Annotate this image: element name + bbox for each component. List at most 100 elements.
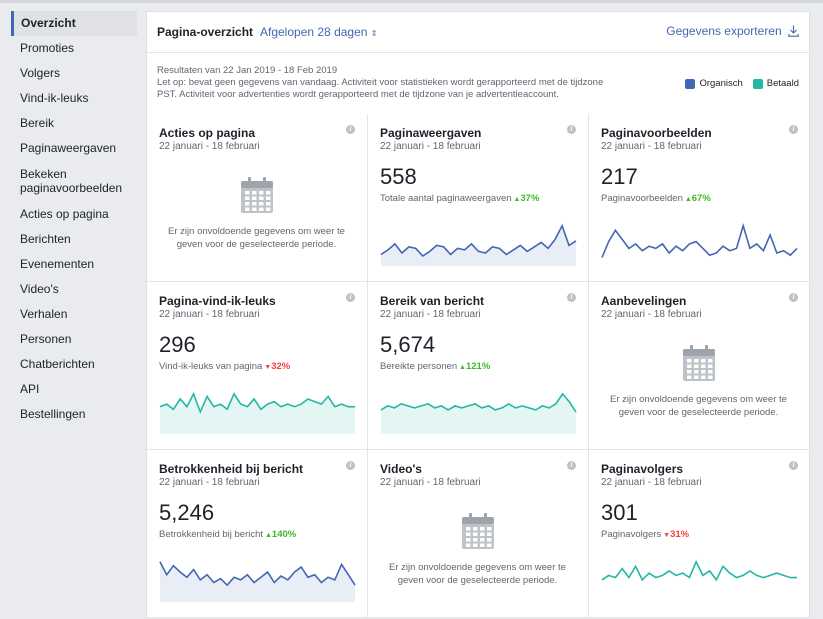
sidebar-item-acties-op-pagina[interactable]: Acties op pagina bbox=[20, 206, 109, 221]
calendar-icon bbox=[683, 345, 715, 381]
info-icon[interactable]: i bbox=[567, 461, 576, 470]
info-icon[interactable]: i bbox=[789, 461, 798, 470]
card-value: 296 bbox=[159, 332, 196, 357]
sidebar-item-verhalen[interactable]: Verhalen bbox=[20, 306, 68, 321]
percent-change-up: ▲67% bbox=[683, 193, 711, 204]
card-metric: Totale aantal paginaweergaven ▲37% bbox=[380, 193, 539, 204]
legend-paid: Betaald bbox=[752, 78, 799, 89]
empty-state-icon bbox=[461, 512, 495, 555]
info-icon[interactable]: i bbox=[567, 293, 576, 302]
legend-paid-label: Betaald bbox=[766, 78, 799, 89]
sidebar-item-promoties[interactable]: Promoties bbox=[20, 41, 75, 56]
metric-card-video-s[interactable]: Video's 22 januari - 18 februari i Er zijn … bbox=[368, 450, 589, 618]
percent-value: 32% bbox=[271, 361, 291, 372]
percent-value: 140% bbox=[271, 529, 297, 540]
info-section: Resultaten van 22 Jan 2019 - 18 Feb 2019… bbox=[147, 53, 809, 113]
card-value: 301 bbox=[601, 500, 638, 525]
card-date-range: 22 januari - 18 februari bbox=[601, 477, 702, 488]
sparkline-chart bbox=[601, 559, 797, 582]
timezone-note-line-2: PST. Activiteit voor advertenties wordt … bbox=[157, 89, 559, 100]
percent-value: 37% bbox=[520, 193, 540, 204]
card-title: Acties op pagina bbox=[159, 126, 256, 140]
timezone-note-line-1: Let op: bevat geen gegevens van vandaag.… bbox=[157, 77, 604, 88]
sidebar-item-evenementen[interactable]: Evenementen bbox=[20, 256, 95, 271]
card-title: Pagina-vind-ik-leuks bbox=[159, 294, 276, 308]
metric-card-pagina-vind-ik-leuks[interactable]: Pagina-vind-ik-leuks 22 januari - 18 febr… bbox=[147, 282, 368, 450]
sidebar-item-personen[interactable]: Personen bbox=[20, 332, 72, 347]
sparkline-line bbox=[601, 222, 798, 258]
triangle-up-icon: ▲ bbox=[457, 364, 466, 371]
sidebar-item-bekeken-paginavoorbeelden[interactable]: Bekeken paginavoorbeelden bbox=[20, 166, 123, 195]
sparkline-line bbox=[601, 559, 797, 582]
sidebar-item-overzicht[interactable]: Overzicht bbox=[11, 11, 137, 37]
card-title: Paginaweergaven bbox=[380, 126, 482, 140]
legend: Organisch Betaald bbox=[685, 78, 799, 89]
paid-swatch bbox=[752, 78, 763, 89]
card-date-range: 22 januari - 18 februari bbox=[159, 141, 260, 152]
sidebar-item-api[interactable]: API bbox=[20, 382, 40, 397]
card-metric: Paginavoorbeelden ▲67% bbox=[601, 193, 711, 204]
card-metric: Bereikte personen ▲121% bbox=[380, 361, 490, 372]
metric-card-paginavoorbeelden[interactable]: Paginavoorbeelden 22 januari - 18 februar… bbox=[589, 114, 810, 282]
info-icon[interactable]: i bbox=[346, 125, 355, 134]
sidebar-item-vind-ik-leuks[interactable]: Vind-ik-leuks bbox=[20, 91, 89, 106]
sidebar-item-bestellingen[interactable]: Bestellingen bbox=[20, 407, 86, 422]
metric-card-paginavolgers[interactable]: Paginavolgers 22 januari - 18 februari i 30… bbox=[589, 450, 810, 618]
card-title: Paginavoorbeelden bbox=[601, 126, 712, 140]
card-date-range: 22 januari - 18 februari bbox=[380, 141, 481, 152]
metric-card-aanbevelingen[interactable]: Aanbevelingen 22 januari - 18 februari i Er… bbox=[589, 282, 810, 450]
card-metric: Paginavolgers ▼31% bbox=[601, 529, 689, 540]
sparkline-area bbox=[160, 561, 355, 602]
card-metric-label: Bereikte personen bbox=[380, 361, 458, 372]
sparkline-line bbox=[159, 391, 355, 415]
date-range-selector[interactable]: Afgelopen 28 dagen ⇕ bbox=[260, 25, 377, 39]
card-date-range: 22 januari - 18 februari bbox=[159, 477, 260, 488]
results-range-text: Resultaten van 22 Jan 2019 - 18 Feb 2019 bbox=[157, 65, 338, 76]
empty-state-icon bbox=[682, 344, 716, 387]
card-metric-label: Paginavoorbeelden bbox=[601, 193, 683, 204]
percent-value: 67% bbox=[691, 193, 711, 204]
card-date-range: 22 januari - 18 februari bbox=[601, 141, 702, 152]
sidebar-item-video-s[interactable]: Video's bbox=[20, 281, 59, 296]
metric-card-paginaweergaven[interactable]: Paginaweergaven 22 januari - 18 februari i… bbox=[368, 114, 589, 282]
sparkline-chart bbox=[380, 223, 577, 266]
sparkline-chart bbox=[159, 391, 355, 434]
card-title: Video's bbox=[380, 462, 422, 476]
top-border bbox=[0, 0, 823, 3]
sidebar-item-chatberichten[interactable]: Chatberichten bbox=[20, 357, 95, 372]
percent-change-down: ▼31% bbox=[661, 529, 689, 540]
card-metric-label: Totale aantal paginaweergaven bbox=[380, 193, 512, 204]
info-icon[interactable]: i bbox=[789, 293, 798, 302]
info-icon[interactable]: i bbox=[567, 125, 576, 134]
triangle-up-icon: ▲ bbox=[682, 196, 692, 203]
date-range-label: Afgelopen 28 dagen bbox=[260, 25, 368, 39]
card-date-range: 22 januari - 18 februari bbox=[380, 477, 481, 488]
triangle-up-icon: ▲ bbox=[511, 196, 521, 203]
sparkline-area bbox=[160, 393, 355, 434]
download-icon bbox=[788, 25, 799, 37]
percent-change-down: ▼32% bbox=[262, 361, 290, 372]
sidebar-item-volgers[interactable]: Volgers bbox=[20, 66, 61, 81]
sparkline-chart bbox=[380, 392, 577, 434]
info-icon[interactable]: i bbox=[789, 125, 798, 134]
metric-card-betrokkenheid-bij-bericht[interactable]: Betrokkenheid bij bericht 22 januari - 18… bbox=[147, 450, 368, 618]
sidebar-item-paginaweergaven[interactable]: Paginaweergaven bbox=[20, 141, 117, 156]
info-icon[interactable]: i bbox=[346, 461, 355, 470]
empty-state-text: Er zijn onvoldoende gegevens om weer te … bbox=[389, 562, 566, 586]
metric-card-acties-op-pagina[interactable]: Acties op pagina 22 januari - 18 februari… bbox=[147, 114, 368, 282]
sparkline-chart bbox=[159, 561, 356, 602]
sidebar-item-bereik[interactable]: Bereik bbox=[20, 116, 55, 131]
metric-card-bereik-van-bericht[interactable]: Bereik van bericht 22 januari - 18 februa… bbox=[368, 282, 589, 450]
sparkline-area bbox=[381, 393, 576, 434]
percent-change-up: ▲121% bbox=[457, 361, 490, 372]
card-value: 5,246 bbox=[159, 500, 215, 525]
legend-organic-label: Organisch bbox=[699, 78, 743, 89]
card-metric: Vind-ik-leuks van pagina ▼32% bbox=[159, 361, 290, 372]
card-date-range: 22 januari - 18 februari bbox=[159, 309, 260, 320]
percent-change-up: ▲37% bbox=[511, 193, 540, 204]
sidebar-item-berichten[interactable]: Berichten bbox=[20, 231, 71, 246]
info-icon[interactable]: i bbox=[346, 293, 355, 302]
card-value: 558 bbox=[380, 164, 417, 189]
card-date-range: 22 januari - 18 februari bbox=[601, 309, 702, 320]
export-data-button[interactable]: Gegevens exporteren bbox=[666, 24, 799, 38]
